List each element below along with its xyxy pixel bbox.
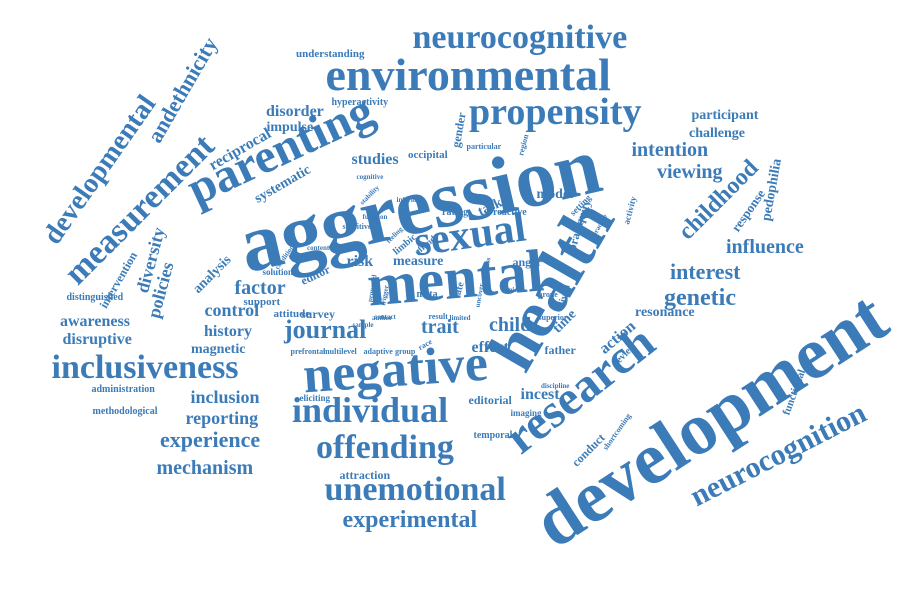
word-editorial: editorial <box>468 393 512 407</box>
word-journal: journal <box>284 315 367 344</box>
word-rating: rating <box>442 207 469 218</box>
word-risk: risk <box>346 253 374 270</box>
word-author: author <box>372 313 393 322</box>
word-discipline: discipline <box>541 381 570 390</box>
word-inclusion: inclusion <box>190 387 260 407</box>
word-distinguished: distinguished <box>66 292 124 303</box>
word-sensitive: sensitive <box>342 222 372 231</box>
word-limited: limited <box>449 313 471 322</box>
word-mechanism: mechanism <box>156 457 254 479</box>
word-clinical: clinical <box>501 285 523 294</box>
word-control: control <box>204 300 260 320</box>
word-participant: participant <box>691 108 759 123</box>
word-unemotional: unemotional <box>324 471 506 508</box>
word-meta: meta <box>416 289 438 300</box>
word-father: father <box>544 343 576 357</box>
word-trait: trait <box>421 316 459 338</box>
word-eliciting: eliciting <box>299 392 331 403</box>
word-prefrontal: prefrontal <box>290 347 326 356</box>
word-prone: prone <box>538 290 558 299</box>
word-support: support <box>243 295 281 308</box>
word-adaptive: adaptive <box>363 347 393 356</box>
word-contact: contact <box>374 312 396 321</box>
word-attitude: attitude <box>273 307 311 320</box>
word-cognitive: cognitive <box>356 172 384 181</box>
word-experience: experience <box>160 427 261 452</box>
word-resonance: resonance <box>635 305 695 320</box>
word-individual: individual <box>292 390 449 430</box>
word-influence: influence <box>726 236 804 258</box>
word-awareness: awareness <box>60 313 130 330</box>
word-result: result <box>428 312 448 321</box>
word-disorder: disorder <box>266 103 324 120</box>
word-attraction: attraction <box>339 468 391 482</box>
word-activity: activity <box>620 194 638 225</box>
word-propensity: propensity <box>469 91 642 133</box>
word-challenge: challenge <box>689 126 745 141</box>
word-pedophilia: pedophilia <box>758 157 785 223</box>
word-model: model <box>536 187 574 202</box>
word-offending: offending <box>316 429 454 466</box>
word-effect: effect <box>471 339 509 356</box>
word-solution: solution <box>262 266 294 277</box>
word-neurocognitive: neurocognitive <box>412 19 628 56</box>
word-reporting: reporting <box>185 408 259 428</box>
word-understanding: understanding <box>296 47 365 60</box>
word-environmental: environmental <box>325 49 611 100</box>
word-factor: factor <box>234 277 286 299</box>
word-intention: intention <box>631 139 709 161</box>
word-gender: gender <box>448 111 469 149</box>
word-impulse: impulse <box>266 120 314 135</box>
word-temporal: temporal <box>473 430 513 441</box>
word-superior: superior <box>538 313 568 322</box>
word-occipital: occipital <box>408 148 448 161</box>
word-anger: anger <box>512 255 542 269</box>
word-multilevel: multilevel <box>323 347 357 356</box>
word-magnetic: magnetic <box>191 342 246 357</box>
word-inclusiveness: inclusiveness <box>51 349 239 386</box>
word-sample: sample <box>352 320 374 329</box>
word-hyperactivity: hyperactivity <box>331 97 389 108</box>
word-analysis: analysis <box>189 252 234 297</box>
word-incest: incest <box>520 386 560 403</box>
word-interest: interest <box>670 259 741 284</box>
word-survey: survey <box>301 307 335 321</box>
word-inferior: inferior <box>396 195 420 204</box>
word-genetic: genetic <box>664 285 736 311</box>
word-imaging: imaging <box>510 407 542 418</box>
word-reactive: reactive <box>493 207 527 218</box>
word-function: function <box>362 212 388 221</box>
word-methodological: methodological <box>92 406 158 417</box>
word-andethnicity: andethnicity <box>141 32 222 147</box>
word-group: group <box>395 347 416 356</box>
word-administration: administration <box>91 384 155 395</box>
word-history: history <box>204 323 252 340</box>
word-experimental: experimental <box>342 507 478 533</box>
word-child: child <box>489 314 532 336</box>
word-studies: studies <box>351 151 399 168</box>
word-content: content <box>307 243 330 252</box>
word-measure: measure <box>393 254 444 269</box>
word-particular: particular <box>466 142 502 151</box>
word-disruptive: disruptive <box>62 331 132 348</box>
word-viewing: viewing <box>657 161 723 183</box>
